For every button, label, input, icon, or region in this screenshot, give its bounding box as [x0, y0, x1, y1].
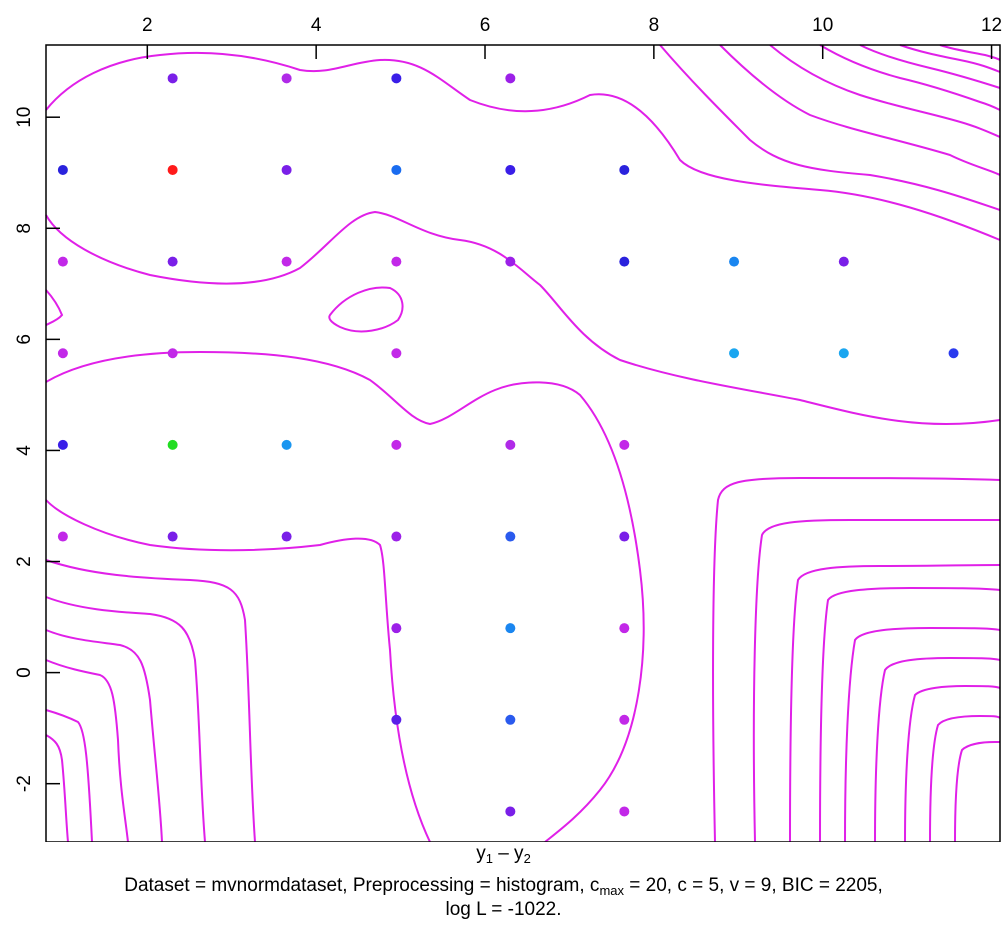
x-tick-label: 12: [981, 15, 1002, 36]
y-tick-label: 2: [14, 556, 35, 567]
data-point: [505, 531, 516, 542]
data-point: [57, 164, 68, 175]
contour-line: [45, 629, 163, 842]
data-point: [391, 256, 402, 267]
plot-frame: [45, 44, 1001, 842]
contour-line: [45, 596, 206, 842]
data-point: [281, 256, 292, 267]
y-axis-left: -2 0 2 4 6 8 10: [14, 107, 60, 792]
data-point: [948, 348, 959, 359]
data-point: [57, 348, 68, 359]
data-point: [391, 531, 402, 542]
data-point: [619, 623, 630, 634]
contour-line: [45, 559, 256, 842]
data-point: [505, 256, 516, 267]
contour-line: [712, 476, 1001, 842]
data-point: [838, 256, 849, 267]
data-point: [391, 348, 402, 359]
data-point: [281, 531, 292, 542]
x-axis-top: 2 4 6 8 10 12: [142, 15, 1002, 59]
data-point: [505, 73, 516, 84]
data-point: [505, 623, 516, 634]
contour-line: [929, 714, 1001, 842]
data-point: [391, 164, 402, 175]
data-point: [619, 714, 630, 725]
data-point: [619, 439, 630, 450]
data-point: [729, 348, 740, 359]
data-point: [505, 439, 516, 450]
data-point: [619, 164, 630, 175]
data-point: [57, 439, 68, 450]
y-tick-label: 0: [14, 667, 35, 678]
y-tick-label: -2: [14, 775, 35, 792]
y-tick-label: 10: [14, 107, 35, 128]
data-point: [281, 73, 292, 84]
x-axis-title: y1 – y2: [476, 843, 531, 866]
contour-line: [328, 286, 404, 333]
y-tick-label: 4: [14, 445, 35, 456]
contour-line: [45, 51, 1001, 241]
contour-line: [769, 44, 1001, 138]
data-point: [619, 256, 630, 267]
contour-line: [939, 44, 1001, 61]
y-tick-label: 6: [14, 334, 35, 345]
x-tick-label: 10: [812, 15, 833, 36]
data-point: [167, 73, 178, 84]
contour-line: [899, 44, 1001, 73]
contour-line: [752, 519, 1000, 842]
x-tick-label: 2: [142, 15, 153, 36]
contour-line: [45, 350, 645, 842]
data-point: [167, 348, 178, 359]
data-point: [505, 806, 516, 817]
contour-line: [844, 626, 1001, 842]
contour-line: [45, 734, 69, 842]
contour-line: [45, 210, 1001, 426]
contour-line: [954, 740, 1000, 842]
caption-line-1: Dataset = mvnormdataset, Preprocessing =…: [124, 875, 883, 898]
data-point: [505, 164, 516, 175]
contour-line: [819, 44, 1001, 111]
data-point: [391, 623, 402, 634]
data-point: [619, 806, 630, 817]
data-point: [57, 531, 68, 542]
data-point: [838, 348, 849, 359]
data-point: [391, 73, 402, 84]
data-point: [729, 256, 740, 267]
data-point: [167, 256, 178, 267]
data-point: [619, 531, 630, 542]
x-tick-label: 6: [480, 15, 491, 36]
contour-line: [45, 659, 129, 842]
contour-lines: [45, 44, 1001, 842]
data-point: [391, 714, 402, 725]
data-point: [281, 439, 292, 450]
data-point: [505, 714, 516, 725]
data-point: [57, 256, 68, 267]
chart-caption: Dataset = mvnormdataset, Preprocessing =…: [0, 874, 1007, 922]
contour-line: [874, 656, 1001, 842]
contour-line: [859, 44, 1001, 89]
contour-line: [719, 44, 1001, 176]
data-point: [167, 164, 178, 175]
contour-line: [904, 684, 1001, 842]
x-tick-label: 8: [649, 15, 660, 36]
contour-line: [789, 564, 1001, 842]
y-tick-label: 8: [14, 223, 35, 234]
contour-line: [45, 289, 64, 326]
data-point: [167, 531, 178, 542]
contour-plot: 2 4 6 8 10 12 -2 0 2 4 6 8 10: [14, 15, 1002, 842]
x-tick-label: 4: [311, 15, 322, 36]
contour-line: [45, 709, 93, 842]
data-point: [281, 164, 292, 175]
data-point: [391, 439, 402, 450]
contour-line: [659, 44, 1001, 211]
contour-line: [45, 499, 431, 842]
data-points: [57, 73, 959, 817]
data-point: [167, 439, 178, 450]
caption-line-2: log L = -1022.: [445, 899, 562, 920]
contour-line: [819, 586, 1001, 842]
